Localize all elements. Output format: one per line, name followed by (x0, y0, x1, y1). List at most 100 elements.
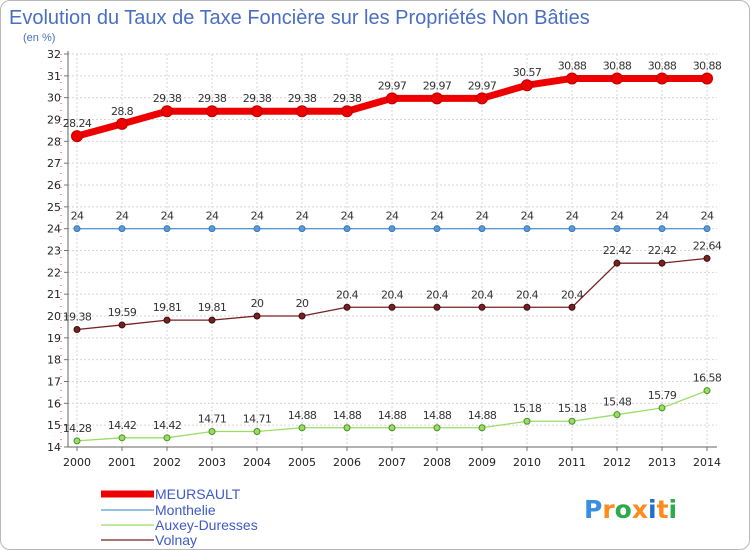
y-tick-label: 22 (47, 266, 61, 279)
y-tick-label: 28 (47, 135, 61, 148)
y-tick-label: 31 (47, 70, 61, 83)
chart-title: Evolution du Taux de Taxe Foncière sur l… (9, 7, 590, 29)
data-label-auxey-duresses: 15.48 (603, 396, 632, 409)
logo-letter: i (669, 495, 678, 524)
data-point-volnay (298, 312, 306, 320)
data-point-monthelie (388, 225, 396, 233)
data-point-monthelie (343, 225, 351, 233)
data-point-volnay (523, 303, 531, 311)
data-point-volnay (388, 303, 396, 311)
plot-area: 14 15 16 17 18 19 20 21 22 23 24 25 26 27 28 29 30 31 32 20… (47, 48, 722, 469)
data-point-meursault (656, 72, 668, 85)
y-tick-label: 26 (47, 179, 61, 192)
data-point-auxey-duresses (433, 424, 441, 432)
data-point-meursault (341, 105, 353, 118)
data-point-volnay (703, 254, 711, 262)
data-label-meursault: 29.38 (153, 92, 182, 105)
y-tick-label: 29 (47, 114, 61, 127)
data-point-volnay (658, 259, 666, 267)
data-point-volnay (343, 303, 351, 311)
logo-letter: o (615, 495, 632, 524)
data-label-monthelie: 24 (116, 210, 129, 223)
x-tick-label: 2005 (288, 456, 316, 469)
data-point-monthelie (703, 225, 711, 233)
data-label-meursault: 28.8 (111, 105, 134, 118)
y-tick-label: 30 (47, 92, 61, 105)
y-axis-unit: (en %) (23, 32, 55, 44)
data-point-auxey-duresses (388, 424, 396, 432)
x-tick-label: 2008 (423, 456, 451, 469)
data-point-auxey-duresses (658, 404, 666, 412)
y-tick-label: 15 (47, 419, 61, 432)
data-point-meursault (701, 72, 713, 85)
data-label-auxey-duresses: 14.88 (423, 409, 452, 422)
data-point-auxey-duresses (118, 434, 126, 442)
y-tick-label: 27 (47, 157, 61, 170)
y-tick-label: 16 (47, 397, 61, 410)
x-tick-label: 2014 (693, 456, 721, 469)
x-tick-label: 2012 (603, 456, 631, 469)
x-tick-label: 2007 (378, 456, 406, 469)
logo-letter: i (648, 495, 657, 524)
data-label-meursault: 29.38 (288, 92, 317, 105)
data-label-monthelie: 24 (566, 210, 579, 223)
x-tick-label: 2003 (198, 456, 226, 469)
data-label-volnay: 19.81 (153, 301, 182, 314)
data-label-volnay: 20.4 (471, 288, 494, 301)
y-tick-label: 24 (47, 223, 61, 236)
data-point-monthelie (613, 225, 621, 233)
data-label-volnay: 20 (251, 297, 264, 310)
data-label-volnay: 19.81 (198, 301, 227, 314)
data-point-meursault (566, 72, 578, 85)
data-point-meursault (206, 105, 218, 118)
data-point-volnay (73, 326, 81, 334)
data-label-meursault: 29.97 (468, 79, 497, 92)
data-label-monthelie: 24 (521, 210, 534, 223)
data-label-monthelie: 24 (161, 210, 174, 223)
data-label-monthelie: 24 (656, 210, 669, 223)
x-tick-label: 2006 (333, 456, 361, 469)
y-tick-label: 25 (47, 201, 61, 214)
data-point-volnay (208, 316, 216, 324)
proxiti-logo: Proxiti (584, 495, 677, 524)
y-tick-label: 17 (47, 376, 61, 389)
x-tick-label: 2011 (558, 456, 586, 469)
data-point-meursault (476, 92, 488, 105)
data-label-monthelie: 24 (206, 210, 219, 223)
data-label-meursault: 28.24 (63, 117, 92, 130)
data-label-auxey-duresses: 14.88 (378, 409, 407, 422)
y-tick-label: 18 (47, 354, 61, 367)
data-label-auxey-duresses: 16.58 (693, 372, 722, 385)
y-tick-label: 20 (47, 310, 61, 323)
legend-label: MEURSAULT (155, 486, 241, 502)
data-point-volnay (433, 303, 441, 311)
data-point-auxey-duresses (703, 387, 711, 395)
x-tick-label: 2004 (243, 456, 271, 469)
x-tick-label: 2002 (153, 456, 181, 469)
data-point-auxey-duresses (613, 411, 621, 419)
y-tick-label: 23 (47, 245, 61, 258)
data-point-monthelie (163, 225, 171, 233)
y-tick-label: 32 (47, 48, 61, 61)
data-label-auxey-duresses: 15.18 (558, 402, 587, 415)
data-label-auxey-duresses: 14.71 (243, 412, 272, 425)
data-point-monthelie (208, 225, 216, 233)
data-label-volnay: 22.42 (603, 244, 632, 257)
data-label-auxey-duresses: 15.18 (513, 402, 542, 415)
x-tick-label: 2010 (513, 456, 541, 469)
data-label-meursault: 30.88 (648, 59, 677, 72)
data-label-meursault: 29.38 (243, 92, 272, 105)
data-point-auxey-duresses (298, 424, 306, 432)
data-point-monthelie (298, 225, 306, 233)
data-label-auxey-duresses: 14.88 (468, 409, 497, 422)
data-label-meursault: 29.97 (378, 79, 407, 92)
data-label-volnay: 20.4 (426, 288, 449, 301)
data-point-auxey-duresses (163, 434, 171, 442)
data-point-volnay (253, 312, 261, 320)
data-label-auxey-duresses: 14.88 (333, 409, 362, 422)
legend-label: Auxey-Duresses (155, 517, 258, 533)
legend-label: Volnay (155, 532, 197, 548)
